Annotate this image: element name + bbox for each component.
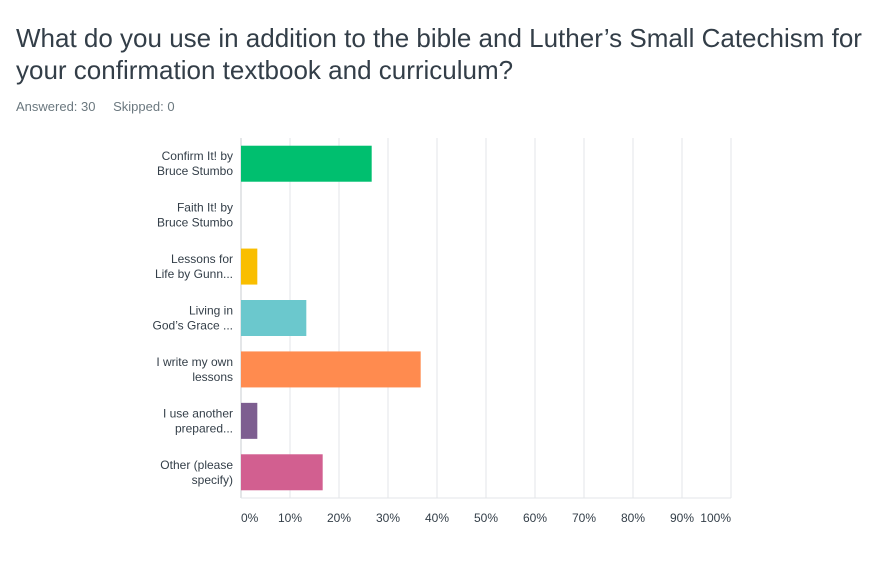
x-tick-label: 50% — [474, 511, 498, 525]
category-label: Lessons for — [171, 252, 233, 266]
bar — [241, 402, 258, 439]
category-label: Faith It! by — [177, 201, 233, 215]
x-tick-label: 40% — [425, 511, 449, 525]
bar — [241, 248, 258, 285]
x-tick-label: 20% — [327, 511, 351, 525]
category-label: Bruce Stumbo — [157, 164, 233, 178]
x-tick-label: 100% — [700, 511, 731, 525]
x-tick-label: 30% — [376, 511, 400, 525]
skipped-count: Skipped: 0 — [113, 99, 175, 114]
x-tick-label: 10% — [278, 511, 302, 525]
bar — [241, 145, 372, 182]
x-tick-label: 0% — [241, 511, 259, 525]
category-label: I write my own — [156, 355, 233, 369]
category-label: I use another — [163, 406, 233, 420]
x-tick-label: 60% — [523, 511, 547, 525]
x-tick-label: 80% — [621, 511, 645, 525]
category-label: Confirm It! by — [162, 149, 233, 163]
category-label: Life by Gunn... — [155, 267, 233, 281]
category-label: specify) — [192, 473, 233, 487]
bar — [241, 454, 323, 491]
answered-count: Answered: 30 — [16, 99, 96, 114]
bar — [241, 300, 307, 336]
question-title: What do you use in addition to the bible… — [16, 23, 862, 85]
response-stats: Answered: 30 Skipped: 0 — [16, 99, 189, 114]
category-label: lessons — [192, 370, 233, 384]
x-tick-label: 90% — [670, 511, 694, 525]
category-label: Bruce Stumbo — [157, 216, 233, 230]
category-label: prepared... — [175, 421, 233, 435]
category-label: God’s Grace ... — [153, 319, 233, 333]
category-label: Other (please — [160, 458, 233, 472]
x-tick-label: 70% — [572, 511, 596, 525]
bar — [241, 351, 421, 388]
category-label: Living in — [189, 304, 233, 318]
